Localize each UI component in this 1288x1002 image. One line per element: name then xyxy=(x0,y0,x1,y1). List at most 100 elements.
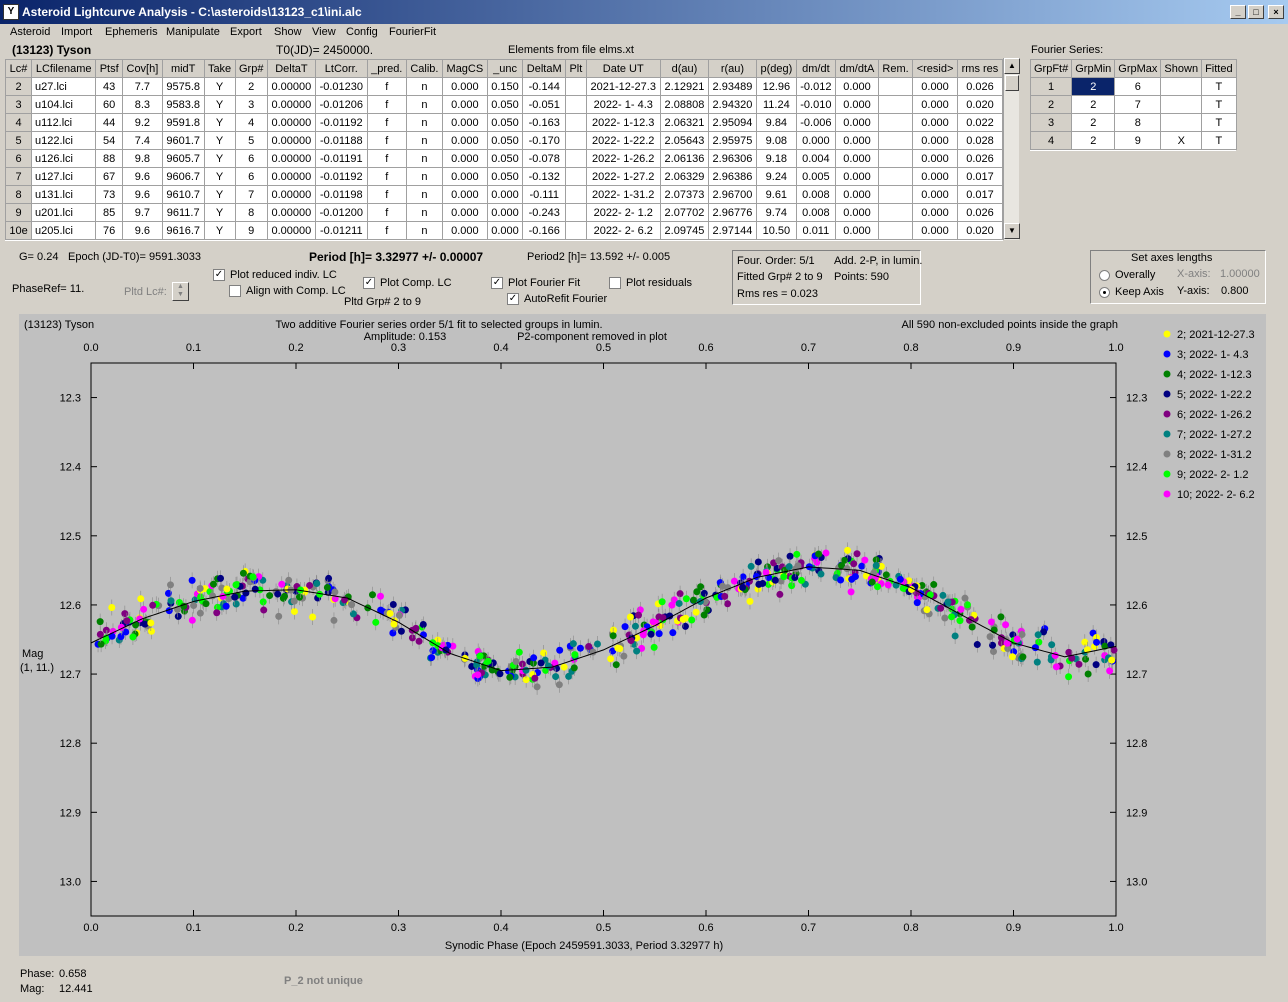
lc-cell[interactable]: 0.011 xyxy=(795,221,836,240)
lc-cell[interactable] xyxy=(877,167,914,186)
minimize-button[interactable]: _ xyxy=(1230,5,1246,19)
fs-cell[interactable]: 2 xyxy=(1029,95,1073,114)
lc-cell[interactable] xyxy=(565,95,587,114)
lc-cell[interactable]: 0.00000 xyxy=(266,185,316,204)
lc-cell[interactable]: 0.00000 xyxy=(266,113,316,132)
lc-cell[interactable]: 9.6 xyxy=(121,167,163,186)
lc-cell[interactable]: f xyxy=(366,113,407,132)
lc-header[interactable]: <resid> xyxy=(912,59,958,78)
lc-cell[interactable]: 8 xyxy=(5,185,33,204)
lc-cell[interactable] xyxy=(877,131,914,150)
lc-cell[interactable]: 10e xyxy=(5,221,33,240)
fs-cell[interactable]: 9 xyxy=(1114,131,1162,150)
overally-radio[interactable]: Overally xyxy=(1099,269,1155,281)
lc-cell[interactable] xyxy=(877,185,914,204)
lc-cell[interactable]: 9583.8 xyxy=(161,95,205,114)
lc-cell[interactable]: 0.000 xyxy=(834,95,879,114)
lc-cell[interactable]: n xyxy=(405,131,443,150)
plot-comp-checkbox[interactable]: ✓ Plot Comp. LC xyxy=(363,277,452,290)
lc-cell[interactable]: 9.8 xyxy=(121,149,163,168)
lc-cell[interactable]: 0.050 xyxy=(486,131,524,150)
lc-cell[interactable]: u131.lci xyxy=(31,185,97,204)
lc-cell[interactable]: 0.000 xyxy=(441,131,488,150)
lc-header[interactable]: Calib. xyxy=(405,59,443,78)
lc-cell[interactable]: -0.132 xyxy=(522,167,567,186)
plot-residuals-checkbox[interactable]: Plot residuals xyxy=(609,277,692,290)
lc-cell[interactable]: 9.74 xyxy=(755,203,797,222)
fs-cell[interactable] xyxy=(1160,77,1203,96)
lc-row[interactable]: 5 u122.lci 54 7.4 9601.7 Y 5 0.00000 -0.01188 f n 0… xyxy=(5,131,1003,150)
lc-cell[interactable] xyxy=(565,221,587,240)
lc-cell[interactable]: 0.000 xyxy=(441,221,488,240)
lc-cell[interactable]: 2022- 2- 6.2 xyxy=(585,221,661,240)
lc-cell[interactable]: 0.017 xyxy=(956,167,1003,186)
lc-header[interactable]: r(au) xyxy=(707,59,757,78)
lc-cell[interactable]: 0.000 xyxy=(795,131,836,150)
lc-cell[interactable]: Y xyxy=(203,77,236,96)
lc-cell[interactable]: n xyxy=(405,167,443,186)
lc-cell[interactable]: 73 xyxy=(95,185,123,204)
lc-header[interactable]: DeltaT xyxy=(266,59,316,78)
lc-cell[interactable]: f xyxy=(366,221,407,240)
fs-cell[interactable]: 2 xyxy=(1071,113,1116,132)
maximize-button[interactable]: □ xyxy=(1248,5,1264,19)
lc-cell[interactable]: -0.166 xyxy=(522,221,567,240)
lc-cell[interactable]: 0.000 xyxy=(834,221,879,240)
lc-cell[interactable]: -0.051 xyxy=(522,95,567,114)
lc-row[interactable]: 2 u27.lci 43 7.7 9575.8 Y 2 0.00000 -0.01230 f n 0.… xyxy=(5,77,1003,96)
lc-cell[interactable]: 2.05643 xyxy=(659,131,709,150)
lc-header[interactable]: rms res xyxy=(956,59,1003,78)
menu-export[interactable]: Export xyxy=(230,26,262,38)
lc-row[interactable]: 8 u131.lci 73 9.6 9610.7 Y 7 0.00000 -0.01198 f n 0… xyxy=(5,185,1003,204)
lc-cell[interactable]: 0.028 xyxy=(956,131,1003,150)
lc-cell[interactable]: 0.026 xyxy=(956,149,1003,168)
lc-table[interactable]: Lc# LCfilename Ptsf Cov[h] midT Take Grp# Delta… xyxy=(5,59,1003,241)
lc-cell[interactable]: 9610.7 xyxy=(161,185,205,204)
lc-cell[interactable]: 2.93489 xyxy=(707,77,757,96)
lc-cell[interactable]: 2021-12-27.3 xyxy=(585,77,661,96)
menu-asteroid[interactable]: Asteroid xyxy=(10,26,51,38)
y-axis-value[interactable]: 0.800 xyxy=(1221,285,1249,297)
lc-cell[interactable]: 9.7 xyxy=(121,203,163,222)
lc-cell[interactable]: 6 xyxy=(5,149,33,168)
keep-axis-radio[interactable]: Keep Axis xyxy=(1099,286,1164,298)
lc-cell[interactable]: 11.24 xyxy=(755,95,797,114)
menu-config[interactable]: Config xyxy=(346,26,378,38)
lc-cell[interactable]: 7.7 xyxy=(121,77,163,96)
lc-cell[interactable]: -0.01206 xyxy=(314,95,368,114)
lc-cell[interactable]: u104.lci xyxy=(31,95,97,114)
lc-cell[interactable]: 5 xyxy=(5,131,33,150)
lc-header[interactable]: midT xyxy=(161,59,205,78)
lc-cell[interactable]: u127.lci xyxy=(31,167,97,186)
lc-cell[interactable]: 0.000 xyxy=(486,203,524,222)
fs-cell[interactable]: 8 xyxy=(1114,113,1162,132)
lc-cell[interactable]: 0.000 xyxy=(441,77,488,96)
lc-cell[interactable]: -0.170 xyxy=(522,131,567,150)
lc-cell[interactable]: 0.000 xyxy=(912,131,958,150)
lc-cell[interactable]: 0.000 xyxy=(441,149,488,168)
pltd-lc-spinner[interactable]: ▲ ▼ xyxy=(172,282,189,301)
lc-row[interactable]: 7 u127.lci 67 9.6 9606.7 Y 6 0.00000 -0.01192 f n 0… xyxy=(5,167,1003,186)
lc-cell[interactable]: Y xyxy=(203,113,236,132)
lc-cell[interactable]: 0.000 xyxy=(441,185,488,204)
lc-cell[interactable]: 0.00000 xyxy=(266,221,316,240)
lc-cell[interactable]: 43 xyxy=(95,77,123,96)
lc-header[interactable]: LtCorr. xyxy=(314,59,368,78)
lc-cell[interactable]: 2.07702 xyxy=(659,203,709,222)
fs-header[interactable]: Fitted xyxy=(1201,59,1237,78)
lc-cell[interactable]: 2.96700 xyxy=(707,185,757,204)
lc-cell[interactable]: f xyxy=(366,77,407,96)
menu-ephemeris[interactable]: Ephemeris xyxy=(105,26,158,38)
lc-cell[interactable]: 2022- 1-26.2 xyxy=(585,149,661,168)
fs-cell[interactable]: T xyxy=(1201,77,1237,96)
lc-cell[interactable]: 0.050 xyxy=(486,149,524,168)
lc-cell[interactable] xyxy=(877,221,914,240)
lc-cell[interactable]: f xyxy=(366,203,407,222)
lc-cell[interactable]: 0.000 xyxy=(441,95,488,114)
lc-cell[interactable]: u122.lci xyxy=(31,131,97,150)
lc-cell[interactable]: 76 xyxy=(95,221,123,240)
lc-cell[interactable]: 2.96306 xyxy=(707,149,757,168)
scroll-down-button[interactable]: ▼ xyxy=(1004,223,1020,239)
